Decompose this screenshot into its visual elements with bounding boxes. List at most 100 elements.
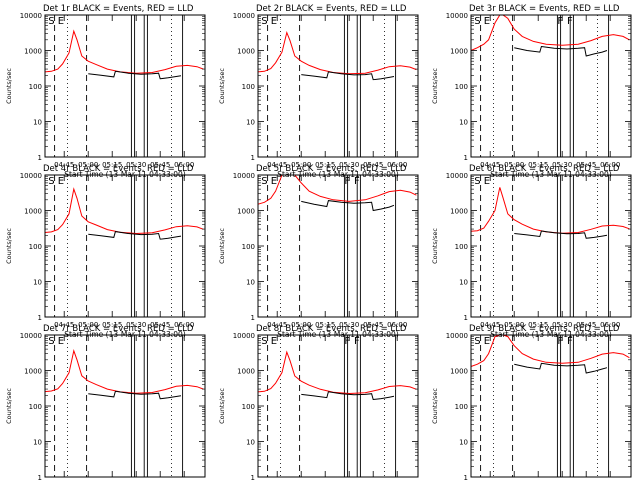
y-tick-label: 100 xyxy=(242,83,255,91)
x-tick-label: 04:45 xyxy=(54,321,74,329)
y-axis-label: Counts/sec xyxy=(218,388,226,424)
plot-frame xyxy=(44,14,206,158)
x-tick-label: 05:00 xyxy=(78,161,98,169)
y-tick-label: 10 xyxy=(33,119,42,127)
panel-title: Det 1r BLACK = Events, RED = LLD xyxy=(43,4,194,14)
y-tick-label: 1 xyxy=(38,474,42,480)
event-marker-letter: S xyxy=(261,16,267,27)
y-tick-label: 10 xyxy=(459,279,468,287)
y-axis-label: Counts/sec xyxy=(218,68,226,104)
series-events xyxy=(301,72,394,80)
x-tick-label: 05:00 xyxy=(504,321,524,329)
event-marker-letter: E xyxy=(484,16,490,27)
detector-panel: Det 1r BLACK = Events, RED = LLD Counts/s… xyxy=(5,4,206,179)
panel-title: Det 5r BLACK = Events, RED = LLD xyxy=(256,164,407,174)
y-tick-label: 10 xyxy=(459,439,468,447)
y-tick-label: 10 xyxy=(246,439,255,447)
y-tick-label: 1000 xyxy=(450,48,468,56)
series-lld xyxy=(258,33,416,74)
series-events xyxy=(88,71,181,79)
y-axis-label: Counts/sec xyxy=(431,68,439,104)
series-lld xyxy=(45,351,203,393)
x-tick-label: 05:15 xyxy=(102,321,122,329)
series-events xyxy=(301,201,394,211)
series-lld xyxy=(471,187,629,233)
y-tick-label: 10 xyxy=(246,279,255,287)
x-tick-label: 05:30 xyxy=(552,321,572,329)
y-tick-label: 10000 xyxy=(446,332,468,340)
x-tick-label: 05:45 xyxy=(150,321,170,329)
y-axis-label: Counts/sec xyxy=(431,228,439,264)
event-marker-letter: E xyxy=(271,336,277,347)
x-tick-label: 04:45 xyxy=(480,321,500,329)
y-axis-label: Counts/sec xyxy=(5,68,13,104)
event-marker-letter: F xyxy=(344,336,350,347)
panel-title: Det 7r BLACK = Events, RED = LLD xyxy=(43,324,194,334)
x-tick-label: 05:00 xyxy=(78,321,98,329)
panel-title: Det 9r BLACK = Events, RED = LLD xyxy=(469,324,620,334)
y-tick-label: 100 xyxy=(29,83,42,91)
y-tick-label: 1000 xyxy=(450,208,468,216)
event-marker-letter: E xyxy=(58,16,64,27)
x-tick-label: 04:45 xyxy=(267,161,287,169)
y-axis-label: Counts/sec xyxy=(5,388,13,424)
y-tick-label: 1 xyxy=(464,154,468,162)
series-events xyxy=(514,47,607,57)
y-tick-label: 100 xyxy=(455,83,468,91)
series-lld xyxy=(471,15,629,51)
x-tick-label: 06:00 xyxy=(600,161,620,169)
y-tick-label: 10000 xyxy=(233,172,255,180)
event-marker-letter: F xyxy=(557,16,563,27)
event-marker-letter: S xyxy=(474,16,480,27)
y-tick-label: 1000 xyxy=(24,48,42,56)
x-tick-label: 05:15 xyxy=(528,321,548,329)
event-marker-letter: E xyxy=(58,336,64,347)
x-tick-label: 06:00 xyxy=(174,161,194,169)
x-tick-label: 05:30 xyxy=(126,161,146,169)
series-lld xyxy=(45,189,203,233)
x-tick-label: 06:00 xyxy=(387,321,407,329)
x-tick-label: 05:00 xyxy=(291,321,311,329)
event-marker-letter: S xyxy=(261,176,267,187)
y-tick-label: 10 xyxy=(459,119,468,127)
event-marker-letter: F xyxy=(567,336,573,347)
event-marker-letter: E xyxy=(271,176,277,187)
y-tick-label: 1000 xyxy=(24,208,42,216)
series-events xyxy=(514,231,607,238)
y-tick-label: 100 xyxy=(242,403,255,411)
event-marker-letter: E xyxy=(484,176,490,187)
y-tick-label: 1000 xyxy=(450,368,468,376)
y-tick-label: 1000 xyxy=(237,208,255,216)
series-events xyxy=(514,363,607,373)
event-marker-letter: F xyxy=(567,16,573,27)
panel-title: Det 6r BLACK = Events, RED = LLD xyxy=(469,164,620,174)
series-events xyxy=(88,232,181,240)
event-marker-letter: E xyxy=(484,336,490,347)
event-marker-letter: F xyxy=(354,336,360,347)
detector-panel: Det 6r BLACK = Events, RED = LLD Counts/s… xyxy=(431,164,632,339)
x-tick-label: 05:15 xyxy=(315,161,335,169)
x-tick-label: 06:00 xyxy=(174,321,194,329)
y-tick-label: 1 xyxy=(464,474,468,480)
plot-frame xyxy=(470,14,632,158)
y-tick-label: 1 xyxy=(38,314,42,322)
series-lld xyxy=(471,335,629,367)
x-tick-label: 05:15 xyxy=(102,161,122,169)
y-tick-label: 10000 xyxy=(233,12,255,20)
panel-title: Det 3r BLACK = Events, RED = LLD xyxy=(469,4,620,14)
event-marker-letter: S xyxy=(261,336,267,347)
detector-panel: Det 9r BLACK = Events, RED = LLD Counts/s… xyxy=(431,324,632,480)
event-marker-letter: F xyxy=(557,336,563,347)
y-tick-label: 10000 xyxy=(20,172,42,180)
y-tick-label: 1000 xyxy=(24,368,42,376)
x-tick-label: 05:45 xyxy=(363,321,383,329)
x-tick-label: 05:30 xyxy=(339,321,359,329)
y-axis-label: Counts/sec xyxy=(431,388,439,424)
y-tick-label: 10000 xyxy=(233,332,255,340)
plot-frame xyxy=(470,174,632,318)
y-axis-label: Counts/sec xyxy=(5,228,13,264)
event-marker-letter: E xyxy=(271,16,277,27)
x-tick-label: 04:45 xyxy=(54,161,74,169)
detector-panel: Det 3r BLACK = Events, RED = LLD Counts/s… xyxy=(431,4,632,179)
event-marker-letter: F xyxy=(344,176,350,187)
